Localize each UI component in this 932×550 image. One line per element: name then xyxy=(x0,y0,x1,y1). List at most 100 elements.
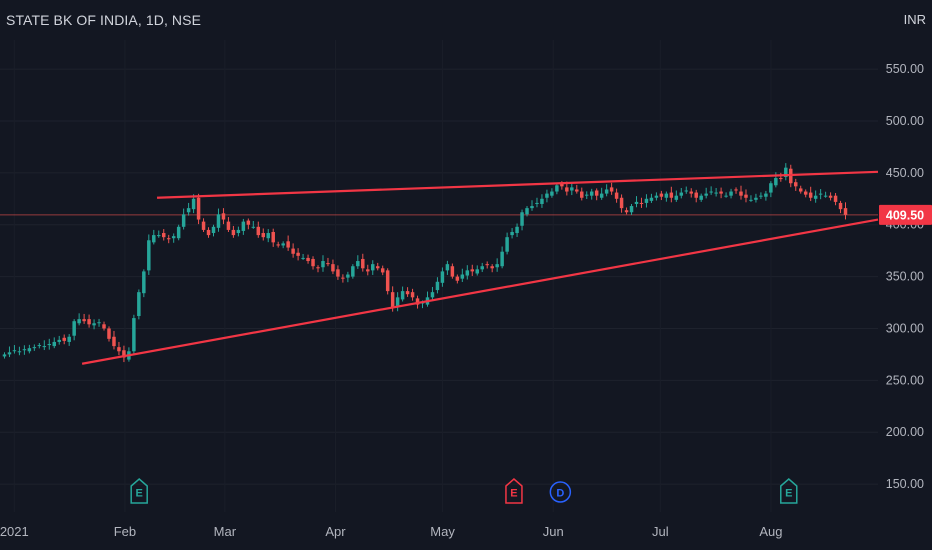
candle-body xyxy=(664,193,669,198)
dividend-marker[interactable]: D xyxy=(549,481,572,503)
price-tick-label: 250.00 xyxy=(886,373,924,387)
candle-body xyxy=(390,292,395,308)
candle-body xyxy=(500,251,504,267)
candle-body xyxy=(584,194,589,196)
candle-body xyxy=(818,193,823,195)
candle-body xyxy=(371,264,375,271)
trendline-lower[interactable] xyxy=(81,218,879,365)
candle-body xyxy=(261,233,266,238)
currency-label[interactable]: INR xyxy=(903,12,926,27)
candle-body xyxy=(77,319,81,324)
candle-body xyxy=(525,208,529,215)
candle-body xyxy=(276,244,280,246)
price-tick-label: 350.00 xyxy=(886,270,924,284)
candle-body xyxy=(614,192,619,199)
candle-body xyxy=(515,226,519,234)
candle-body xyxy=(555,185,559,192)
trendline-upper[interactable] xyxy=(157,170,879,199)
candle-body xyxy=(813,195,818,199)
candle-body xyxy=(12,350,17,352)
candle-body xyxy=(639,202,644,204)
candle-body xyxy=(530,206,534,209)
time-tick-label: Apr xyxy=(325,524,346,539)
candle-body xyxy=(629,206,634,213)
price-axis[interactable]: 550.00500.00450.00400.00350.00300.00250.… xyxy=(886,62,924,491)
event-marker-label: E xyxy=(510,488,517,500)
time-axis[interactable]: 2021 Feb Mar Apr May Jun Jul Aug xyxy=(0,524,782,539)
event-marker-label: E xyxy=(136,488,143,500)
candle-body xyxy=(196,197,201,220)
candle-body xyxy=(435,281,440,291)
candle-body xyxy=(784,167,788,178)
candle-body xyxy=(410,292,415,298)
candle-body xyxy=(231,229,236,236)
earnings-marker[interactable]: E xyxy=(505,478,523,504)
candle-body xyxy=(22,349,27,351)
candle-body xyxy=(803,191,808,195)
candle-body xyxy=(37,345,42,347)
candle-body xyxy=(774,178,778,186)
candle-body xyxy=(455,276,460,281)
candle-body xyxy=(201,221,206,230)
candle-body xyxy=(286,241,290,248)
candle-body xyxy=(749,199,753,201)
candle-body xyxy=(575,189,579,192)
candle-body xyxy=(619,197,624,209)
trendlines[interactable] xyxy=(81,170,879,365)
candle-body xyxy=(226,221,231,230)
candle-body xyxy=(604,189,609,194)
candle-body xyxy=(82,319,86,322)
candle-body xyxy=(833,195,838,202)
candle-body xyxy=(485,264,489,266)
candle-body xyxy=(674,195,679,200)
candle-body xyxy=(326,263,330,265)
candle-body xyxy=(679,192,684,196)
candle-body xyxy=(744,194,748,198)
candle-body xyxy=(694,192,698,198)
candle-body xyxy=(580,191,584,198)
candle-body xyxy=(341,277,345,279)
candle-body xyxy=(356,261,360,267)
candle-body xyxy=(62,337,66,341)
candle-body xyxy=(112,336,116,347)
dividend-icon xyxy=(549,481,572,503)
candle-body xyxy=(843,208,848,215)
candle-body xyxy=(67,336,71,342)
candle-body xyxy=(684,190,689,192)
candle-body xyxy=(271,231,275,243)
candle-body xyxy=(301,257,305,259)
candle-body xyxy=(47,344,52,346)
candle-body xyxy=(176,226,181,239)
candle-body xyxy=(137,292,141,317)
candle-body xyxy=(52,341,56,347)
candle-body xyxy=(107,328,111,339)
candle-body xyxy=(366,269,370,272)
price-tick-label: 300.00 xyxy=(886,321,924,335)
candle-body xyxy=(714,192,718,194)
earnings-marker[interactable]: E xyxy=(130,478,148,504)
candle-body xyxy=(331,264,335,272)
candle-body xyxy=(609,187,614,192)
candle-body xyxy=(689,191,693,194)
candle-body xyxy=(704,193,708,196)
chart-title: STATE BK OF INDIA, 1D, NSE xyxy=(6,12,202,28)
candle-body xyxy=(206,229,211,236)
candle-body xyxy=(306,257,310,262)
candle-body xyxy=(654,195,659,198)
candle-body xyxy=(430,292,435,298)
candle-body xyxy=(236,229,241,234)
last-price-value: 409.50 xyxy=(886,208,924,222)
earnings-marker[interactable]: E xyxy=(780,478,798,504)
candle-body xyxy=(480,266,484,270)
candle-body xyxy=(361,258,365,269)
time-tick-label: Mar xyxy=(214,524,237,539)
candle-body xyxy=(475,269,479,274)
candle-body xyxy=(2,354,7,357)
price-tick-label: 150.00 xyxy=(886,477,924,491)
candle-body xyxy=(624,210,629,213)
last-price-label: 409.50 xyxy=(879,204,932,225)
candle-body xyxy=(754,197,758,200)
candle-body xyxy=(769,183,773,193)
